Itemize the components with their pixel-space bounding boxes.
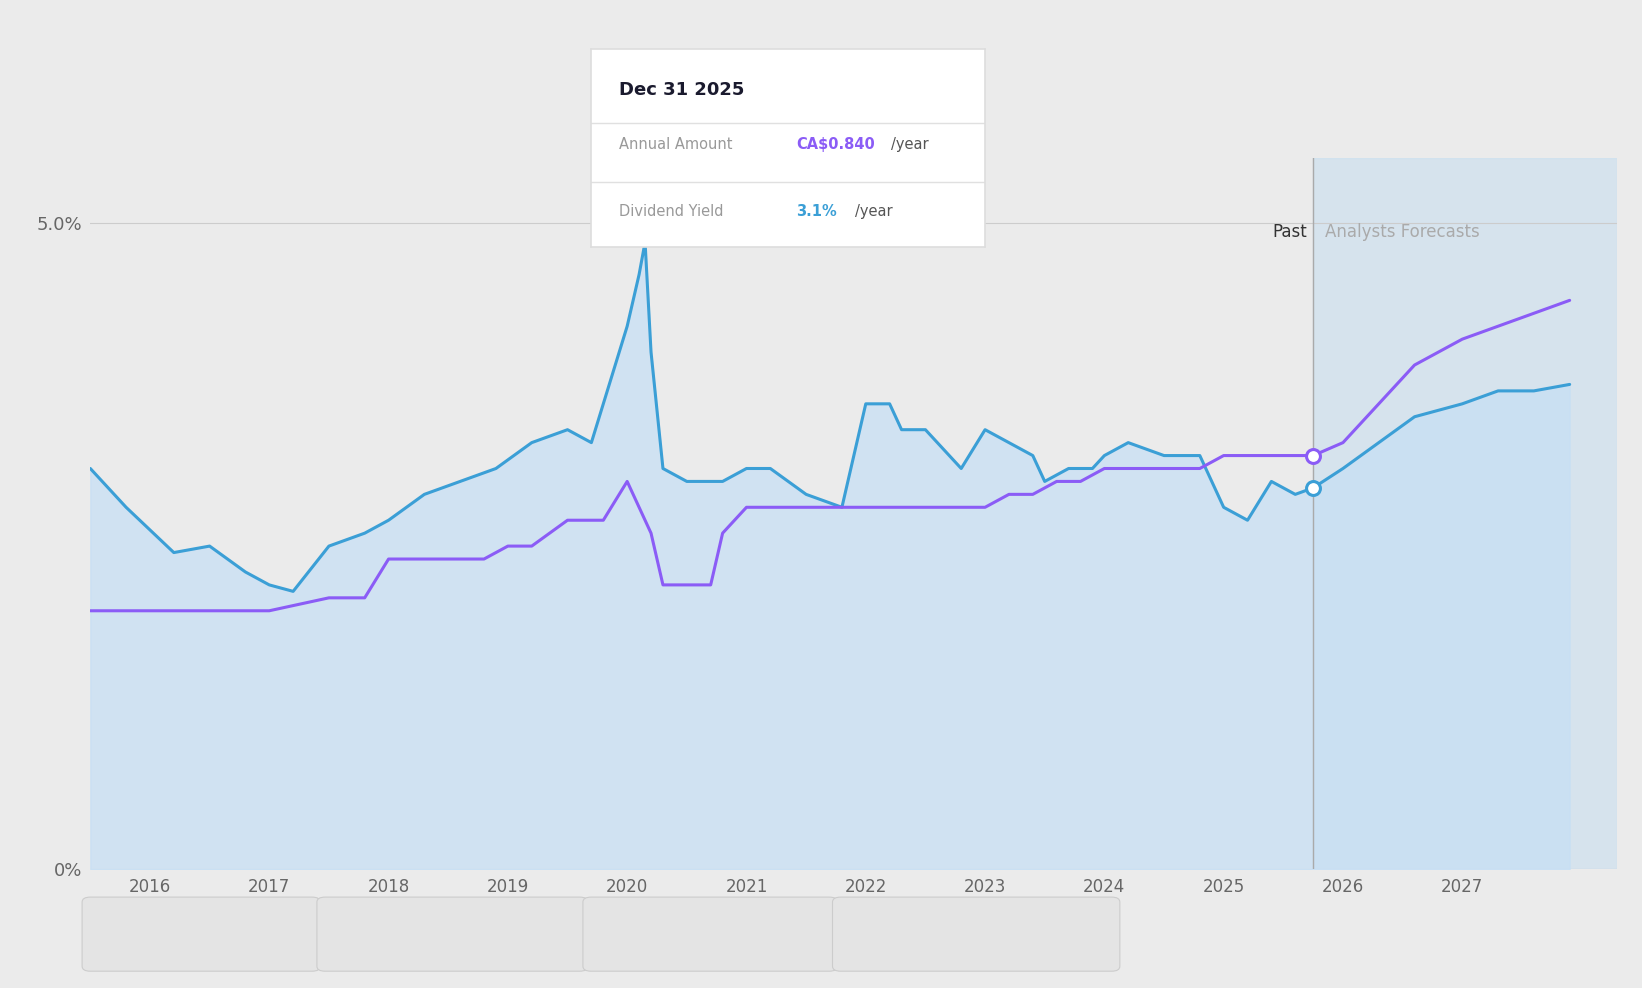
Text: /year: /year (855, 204, 893, 219)
Text: ●: ● (115, 925, 131, 945)
Text: Earnings Per Share: Earnings Per Share (901, 927, 1066, 943)
Text: ○: ○ (345, 925, 361, 945)
Text: Analysts Forecasts: Analysts Forecasts (1325, 222, 1479, 241)
Text: ○: ○ (860, 925, 877, 945)
Text: Dividend Yield: Dividend Yield (156, 927, 279, 943)
Text: Annual Amount: Annual Amount (619, 136, 732, 152)
Text: Dividend Payments: Dividend Payments (386, 927, 550, 943)
Text: Annual Amount: Annual Amount (652, 927, 785, 943)
Text: ●: ● (611, 925, 627, 945)
Text: /year: /year (890, 136, 928, 152)
Text: Past: Past (1273, 222, 1307, 241)
Text: Dec 31 2025: Dec 31 2025 (619, 81, 744, 99)
Text: 3.1%: 3.1% (796, 204, 837, 219)
Text: Dividend Yield: Dividend Yield (619, 204, 722, 219)
Text: CA$0.840: CA$0.840 (796, 136, 875, 152)
Bar (1314, 158, 1617, 869)
